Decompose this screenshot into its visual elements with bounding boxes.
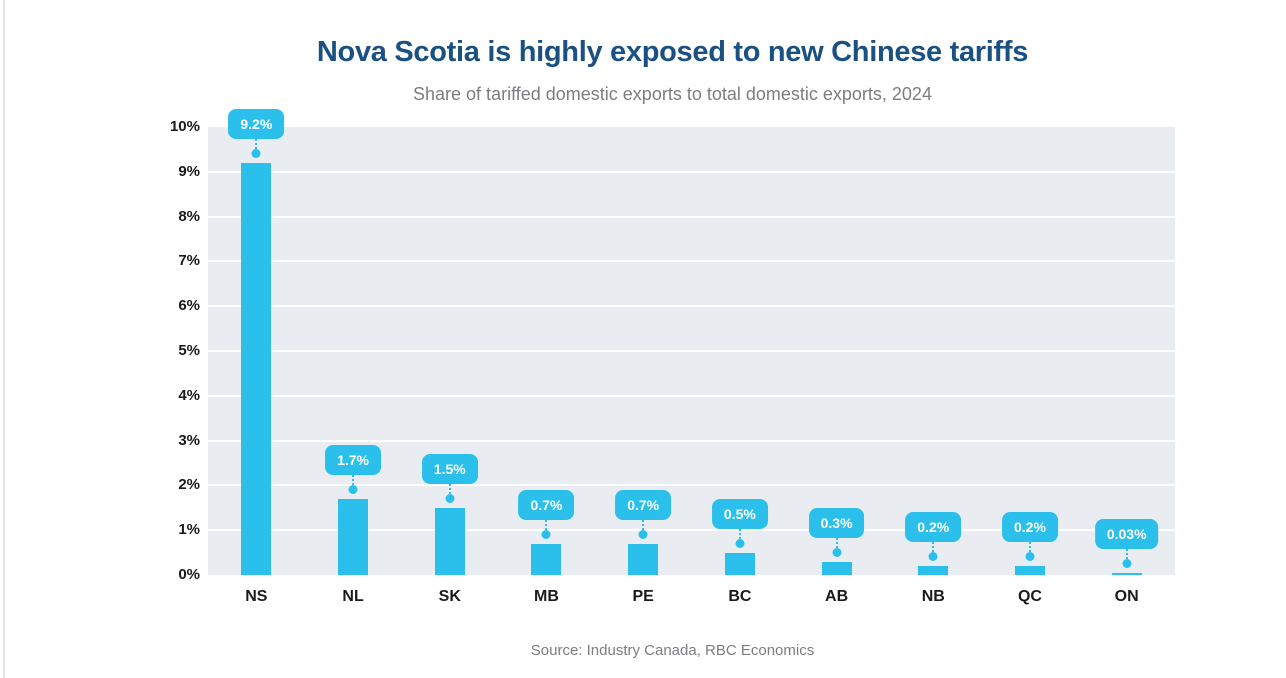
bar bbox=[1014, 566, 1045, 575]
bar-column: 0.3% bbox=[788, 127, 885, 575]
callout-dot bbox=[251, 148, 261, 158]
chart-subtitle: Share of tariffed domestic exports to to… bbox=[413, 84, 932, 104]
y-axis-tick-label: 9% bbox=[178, 162, 200, 180]
chart-source: Source: Industry Canada, RBC Economics bbox=[530, 642, 815, 659]
x-axis-category-label: PE bbox=[632, 588, 654, 605]
callout-connector bbox=[545, 519, 548, 530]
chart-title: Nova Scotia is highly exposed to new Chi… bbox=[316, 36, 1029, 68]
y-axis-tick-label: 2% bbox=[178, 476, 200, 494]
bar-columns: 9.2% 1.7% 1.5% 0.7% 0.7% 0.5% 0.3% 0.2% 0.2% 0.03… bbox=[208, 108, 1175, 575]
gridline bbox=[208, 305, 1175, 308]
value-callout: 1.5% bbox=[421, 453, 478, 484]
x-axis-category-label: QC bbox=[1017, 588, 1042, 605]
bar-column: 0.2% bbox=[982, 127, 1079, 575]
bar bbox=[241, 162, 272, 575]
bar-column: 0.7% bbox=[595, 127, 692, 575]
x-axis-category-label: ON bbox=[1114, 588, 1139, 605]
gridline bbox=[208, 350, 1175, 352]
y-axis-tick-label: 4% bbox=[178, 386, 200, 404]
callout-connector bbox=[1028, 542, 1031, 553]
value-callout: 0.2% bbox=[905, 512, 962, 543]
y-axis-tick-label: 1% bbox=[178, 521, 200, 539]
gridline bbox=[208, 529, 1175, 532]
y-axis-tick-label: 8% bbox=[178, 207, 200, 225]
gridline bbox=[208, 439, 1175, 442]
plot-area: 9.2% 1.7% 1.5% 0.7% 0.7% 0.5% 0.3% 0.2% 0.2% 0.03… bbox=[208, 108, 1175, 575]
callout-dot bbox=[735, 538, 745, 548]
callout-connector bbox=[932, 542, 935, 553]
callout-dot bbox=[832, 547, 842, 557]
value-callout: 0.2% bbox=[1002, 512, 1058, 543]
y-axis-tick-label: 5% bbox=[178, 342, 200, 359]
bar-column: 0.5% bbox=[692, 127, 789, 575]
callout-dot bbox=[445, 493, 455, 503]
value-callout: 9.2% bbox=[228, 108, 285, 139]
bar bbox=[628, 543, 659, 575]
bar-column: 9.2% bbox=[208, 108, 305, 575]
x-axis-category-label: AB bbox=[825, 588, 849, 605]
bar-column: 1.5% bbox=[401, 127, 498, 575]
callout-dot bbox=[348, 484, 358, 494]
bar bbox=[821, 561, 852, 575]
bar-column: 0.7% bbox=[498, 127, 595, 575]
y-axis-tick-label: 0% bbox=[178, 566, 200, 583]
value-callout: 0.7% bbox=[518, 489, 575, 520]
x-axis-category-label: NL bbox=[342, 588, 364, 605]
x-axis-category-label: SK bbox=[438, 588, 461, 605]
callout-connector bbox=[448, 483, 451, 494]
x-axis-category-label: BC bbox=[728, 588, 752, 605]
page-left-border bbox=[3, 0, 5, 678]
callout-connector bbox=[642, 519, 645, 530]
gridline bbox=[208, 260, 1175, 263]
value-callout: 1.7% bbox=[325, 444, 382, 475]
callout-dot bbox=[541, 529, 551, 539]
value-callout: 0.03% bbox=[1094, 519, 1159, 549]
x-axis: NS NL SK MB PE BC AB NB QC ON bbox=[208, 588, 1175, 606]
gridline bbox=[208, 215, 1175, 218]
x-axis-category-label: MB bbox=[534, 588, 559, 605]
y-axis-tick-label: 3% bbox=[178, 431, 200, 449]
callout-connector bbox=[352, 474, 355, 485]
value-callout: 0.5% bbox=[711, 498, 768, 529]
gridline bbox=[208, 170, 1175, 173]
callout-connector bbox=[738, 528, 741, 539]
callout-connector bbox=[255, 138, 258, 149]
bar bbox=[338, 498, 369, 575]
bar bbox=[724, 552, 755, 575]
y-axis-tick-label: 10% bbox=[169, 118, 200, 135]
bar-column: 1.7% bbox=[305, 127, 402, 575]
x-axis-category-label: NB bbox=[921, 588, 945, 605]
bar-column: 0.2% bbox=[885, 127, 982, 575]
bar bbox=[918, 566, 949, 575]
gridline bbox=[208, 394, 1175, 397]
callout-dot bbox=[1025, 552, 1035, 562]
value-callout: 0.7% bbox=[615, 489, 672, 520]
callout-dot bbox=[928, 552, 938, 562]
bar bbox=[1111, 573, 1142, 575]
bar-column: 0.03% bbox=[1078, 127, 1175, 575]
callout-dot bbox=[638, 529, 648, 539]
callout-dot bbox=[1122, 559, 1132, 568]
y-axis-tick-label: 6% bbox=[178, 297, 200, 315]
bar bbox=[531, 543, 562, 575]
callout-connector bbox=[835, 537, 838, 548]
y-axis-tick-label: 7% bbox=[178, 252, 200, 270]
bar bbox=[434, 507, 465, 575]
value-callout: 0.3% bbox=[808, 507, 865, 538]
gridline bbox=[208, 484, 1175, 487]
x-axis-category-label: NS bbox=[245, 588, 268, 605]
callout-connector bbox=[1125, 549, 1128, 559]
y-axis: 0% 1% 2% 3% 4% 5% 6% 7% 8% 9% 10% bbox=[128, 118, 200, 583]
